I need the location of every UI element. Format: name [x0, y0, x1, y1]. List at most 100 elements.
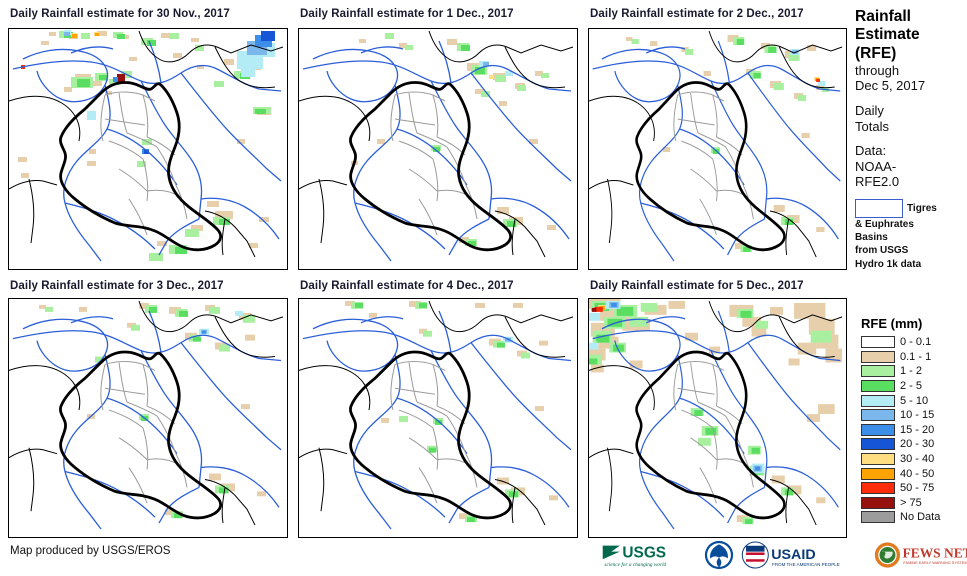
basin-swatch — [855, 199, 903, 218]
noaa-logo — [704, 540, 734, 570]
legend-item: 40 - 50 — [861, 466, 967, 481]
legend-swatch — [861, 365, 895, 378]
map-6[interactable] — [588, 298, 847, 538]
basin-legend: Tigres & Euphrates Basins from USGS Hydr… — [855, 199, 967, 271]
legend-item: 50 - 75 — [861, 481, 967, 496]
svg-text:USGS: USGS — [622, 545, 666, 562]
legend-label: 10 - 15 — [900, 409, 935, 422]
legend-item: No Data — [861, 510, 967, 525]
legend-item: 20 - 30 — [861, 437, 967, 452]
legend-label: 20 - 30 — [900, 438, 935, 451]
rainfall-raster-6 — [589, 299, 843, 534]
map-1[interactable] — [8, 28, 288, 270]
legend-label: 15 - 20 — [900, 423, 935, 436]
legend-swatch — [861, 467, 895, 480]
map-svg-5 — [299, 299, 574, 534]
panel-title-4: Daily Rainfall estimate for 3 Dec., 2017 — [10, 280, 224, 292]
legend-label: 50 - 75 — [900, 482, 935, 495]
map-2[interactable] — [298, 28, 578, 270]
legend-swatch — [861, 511, 895, 524]
legend-swatch — [861, 350, 895, 363]
legend-label: 2 - 5 — [900, 380, 923, 393]
legend-label: 0.1 - 1 — [900, 350, 932, 363]
legend-swatch — [861, 453, 895, 466]
through-label: through — [855, 62, 900, 78]
legend-item: 10 - 15 — [861, 408, 967, 423]
legend-item: 1 - 2 — [861, 364, 967, 379]
legend-item: 0.1 - 1 — [861, 350, 967, 365]
legend-swatch — [861, 336, 895, 349]
panel-5: Daily Rainfall estimate for 4 Dec., 2017 — [298, 280, 580, 538]
data-source-line2: NOAA- — [855, 158, 897, 174]
svg-text:USAID: USAID — [771, 547, 815, 563]
legend-item: 30 - 40 — [861, 452, 967, 467]
rfe-title-line1: Rainfall — [855, 8, 911, 25]
legend-item: 15 - 20 — [861, 423, 967, 438]
panel-title-1: Daily Rainfall estimate for 30 Nov., 201… — [10, 8, 230, 20]
map-5[interactable] — [298, 298, 578, 538]
map-credit: Map produced by USGS/EROS — [10, 545, 171, 557]
basin-line5: Hydro 1k data — [855, 258, 922, 270]
legend-label: 1 - 2 — [900, 365, 923, 378]
panel-title-6: Daily Rainfall estimate for 5 Dec., 2017 — [590, 280, 804, 292]
legend-swatch — [861, 409, 895, 422]
usgs-logo: USGS science for a changing world — [602, 545, 667, 568]
totals-line2: Totals — [855, 118, 889, 134]
map-vectors-3 — [589, 30, 843, 262]
usaid-logo: USAID FROM THE AMERICAN PEOPLE — [741, 541, 840, 569]
basin-line2: & Euphrates — [855, 219, 914, 230]
info-column: Rainfall Estimate (RFE) through Dec 5, 2… — [855, 8, 967, 271]
panel-1: Daily Rainfall estimate for 30 Nov., 201… — [8, 8, 290, 270]
rfe-title-line3: (RFE) — [855, 44, 897, 62]
legend-swatch — [861, 380, 895, 393]
map-svg-6 — [589, 299, 843, 534]
legend-swatch — [861, 496, 895, 509]
legend-item: 0 - 0.1 — [861, 335, 967, 350]
map-vectors-1 — [9, 30, 284, 262]
legend-item: > 75 — [861, 496, 967, 511]
legend-swatch — [861, 438, 895, 451]
fewsnet-logo: FEWS NET FAMINE EARLY WARNING SYSTEMS NE… — [874, 542, 967, 568]
legend-label: No Data — [900, 511, 941, 524]
legend-label: > 75 — [900, 496, 922, 509]
map-svg-4 — [9, 299, 284, 534]
rfe-title-line2: Estimate — [855, 26, 920, 44]
legend-label: 5 - 10 — [900, 394, 929, 407]
panel-title-2: Daily Rainfall estimate for 1 Dec., 2017 — [300, 8, 514, 20]
basin-line4: from USGS — [855, 245, 909, 257]
legend-swatch — [861, 423, 895, 436]
map-vectors-4 — [9, 300, 284, 530]
data-source-line3: RFE2.0 — [855, 174, 900, 190]
panel-2: Daily Rainfall estimate for 1 Dec., 2017 — [298, 8, 580, 270]
svg-text:FROM THE AMERICAN PEOPLE: FROM THE AMERICAN PEOPLE — [772, 562, 840, 567]
legend-item: 5 - 10 — [861, 393, 967, 408]
map-vectors-2 — [299, 30, 574, 262]
rainfall-raster-5 — [299, 299, 574, 534]
map-3[interactable] — [588, 28, 847, 270]
basin-label-tigres: Tigres — [907, 203, 937, 214]
map-svg-3 — [589, 29, 843, 266]
rainfall-raster-4 — [9, 299, 284, 534]
through-date: Dec 5, 2017 — [855, 78, 926, 94]
panel-title-3: Daily Rainfall estimate for 2 Dec., 2017 — [590, 8, 804, 20]
panel-4: Daily Rainfall estimate for 3 Dec., 2017 — [8, 280, 290, 538]
legend-item: 2 - 5 — [861, 379, 967, 394]
svg-text:FEWS NET: FEWS NET — [903, 546, 967, 561]
legend-title: RFE (mm) — [861, 316, 923, 331]
map-svg-2 — [299, 29, 574, 266]
svg-text:science for a changing world: science for a changing world — [604, 561, 666, 568]
map-4[interactable] — [8, 298, 288, 538]
legend-label: 30 - 40 — [900, 453, 935, 466]
legend-swatch — [861, 394, 895, 407]
panel-3: Daily Rainfall estimate for 2 Dec., 2017 — [588, 8, 848, 270]
agency-logos: USGS science for a changing world USAID … — [601, 540, 967, 570]
rainfall-raster-2 — [299, 29, 574, 266]
map-vectors-5 — [299, 300, 574, 530]
map-vectors-6 — [589, 300, 843, 530]
map-svg-1 — [9, 29, 284, 266]
legend-label: 0 - 0.1 — [900, 336, 932, 349]
panel-title-5: Daily Rainfall estimate for 4 Dec., 2017 — [300, 280, 514, 292]
rainfall-raster-3 — [589, 29, 843, 266]
svg-text:FAMINE EARLY WARNING SYSTEMS N: FAMINE EARLY WARNING SYSTEMS NETWORK — [903, 561, 967, 565]
